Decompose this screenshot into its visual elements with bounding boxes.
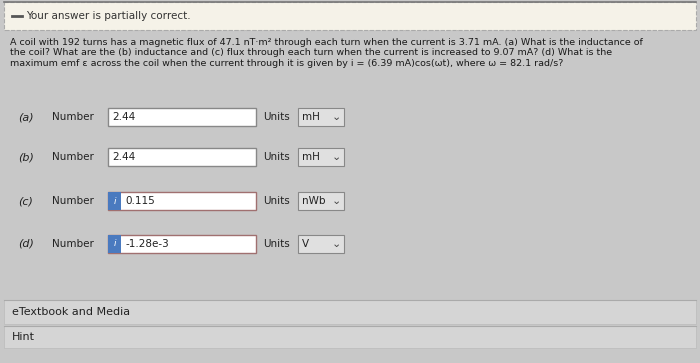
Text: Number: Number <box>52 239 94 249</box>
FancyBboxPatch shape <box>108 148 256 166</box>
Text: i: i <box>113 240 116 249</box>
FancyBboxPatch shape <box>298 192 344 210</box>
FancyBboxPatch shape <box>298 235 344 253</box>
FancyBboxPatch shape <box>108 108 256 126</box>
FancyBboxPatch shape <box>108 192 256 210</box>
FancyBboxPatch shape <box>108 235 121 253</box>
Text: mH: mH <box>302 112 320 122</box>
FancyBboxPatch shape <box>298 148 344 166</box>
Text: (b): (b) <box>18 152 34 162</box>
Text: nWb: nWb <box>302 196 326 206</box>
Text: Your answer is partially correct.: Your answer is partially correct. <box>26 11 190 21</box>
Text: eTextbook and Media: eTextbook and Media <box>12 307 130 317</box>
FancyBboxPatch shape <box>298 108 344 126</box>
Text: Units: Units <box>263 196 290 206</box>
Text: (c): (c) <box>18 196 33 206</box>
Text: Number: Number <box>52 152 94 162</box>
Text: (a): (a) <box>18 112 34 122</box>
FancyBboxPatch shape <box>4 326 696 348</box>
Text: i: i <box>113 196 116 205</box>
Text: -1.28e-3: -1.28e-3 <box>125 239 169 249</box>
Text: mH: mH <box>302 152 320 162</box>
Text: 2.44: 2.44 <box>112 152 135 162</box>
Text: Number: Number <box>52 196 94 206</box>
FancyBboxPatch shape <box>4 2 696 30</box>
FancyBboxPatch shape <box>4 300 696 324</box>
Text: ⌄: ⌄ <box>331 196 341 206</box>
Text: ⌄: ⌄ <box>331 239 341 249</box>
Text: (d): (d) <box>18 239 34 249</box>
Text: 2.44: 2.44 <box>112 112 135 122</box>
Text: 0.115: 0.115 <box>125 196 155 206</box>
Text: ⌄: ⌄ <box>331 112 341 122</box>
Text: ⌄: ⌄ <box>331 152 341 162</box>
FancyBboxPatch shape <box>108 235 256 253</box>
Text: A coil with 192 turns has a magnetic flux of 47.1 nT·m² through each turn when t: A coil with 192 turns has a magnetic flu… <box>10 38 643 68</box>
Text: V: V <box>302 239 309 249</box>
Text: Hint: Hint <box>12 332 35 342</box>
FancyBboxPatch shape <box>108 192 121 210</box>
Text: Units: Units <box>263 112 290 122</box>
Text: Units: Units <box>263 239 290 249</box>
Text: Number: Number <box>52 112 94 122</box>
Text: Units: Units <box>263 152 290 162</box>
